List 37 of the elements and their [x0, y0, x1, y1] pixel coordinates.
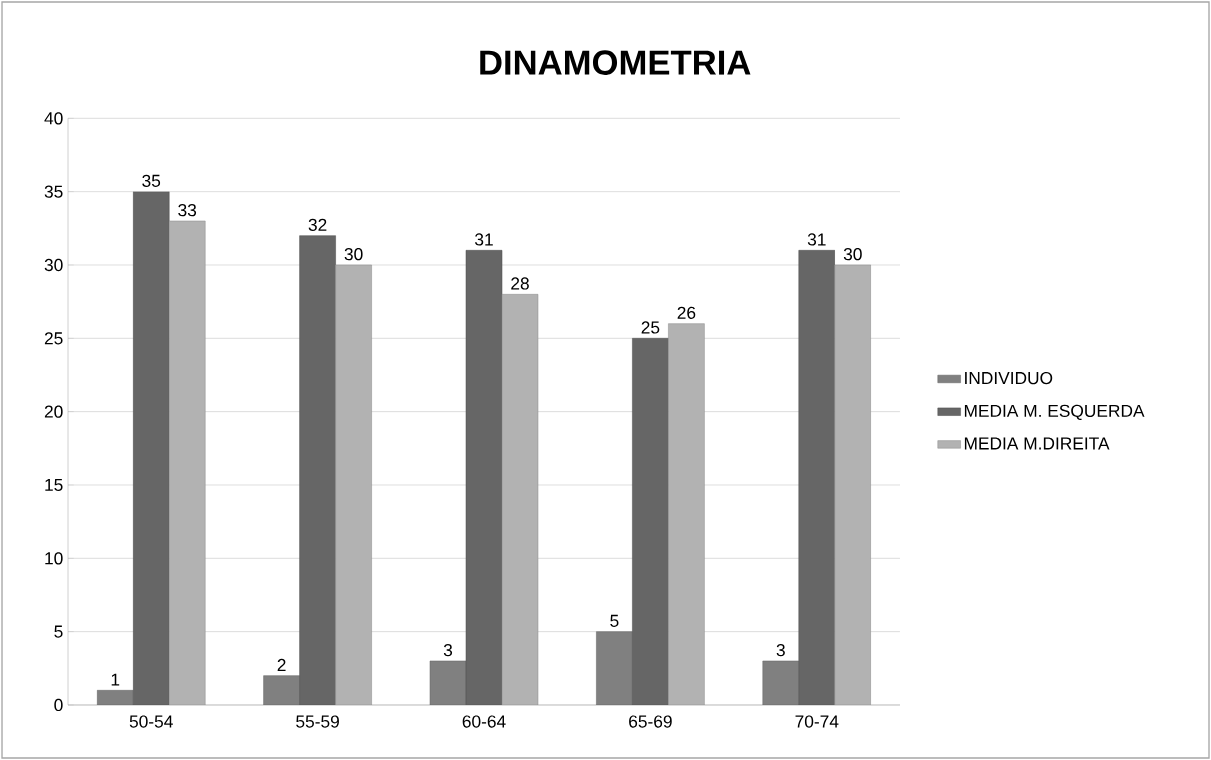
y-tick-label: 30	[44, 258, 63, 272]
x-tick-label: 55-59	[296, 715, 339, 728]
bar	[429, 660, 467, 705]
y-tick-label: 25	[44, 332, 63, 345]
y-tick-label: 40	[44, 112, 63, 125]
legend-label: INDIVIDUO	[965, 371, 1053, 385]
bar	[762, 660, 800, 705]
data-label: 31	[475, 233, 493, 246]
y-tick-label: 0	[54, 698, 63, 712]
data-label: 30	[843, 248, 862, 261]
data-label: 33	[178, 204, 197, 217]
x-tick-label: 65-69	[629, 715, 672, 728]
data-label: 26	[677, 306, 696, 319]
bar	[596, 631, 633, 705]
y-tick-label: 15	[45, 478, 63, 492]
data-label: 30	[344, 248, 363, 261]
legend-label: MEDIA M. ESQUERDA	[964, 404, 1145, 421]
x-tick-label: 70-74	[795, 715, 839, 728]
bar	[263, 675, 300, 705]
x-tick-label: 60-64	[462, 715, 506, 728]
data-label: 25	[641, 321, 660, 334]
data-label: 35	[142, 174, 161, 187]
data-label: 5	[610, 614, 619, 627]
y-tick-label: 5	[54, 625, 63, 638]
data-label: 1	[111, 673, 120, 686]
y-tick-label: 10	[45, 552, 63, 565]
data-label: 3	[443, 644, 453, 657]
data-label: 28	[511, 277, 529, 290]
y-tick-label: 35	[44, 185, 63, 198]
y-tick-label: 20	[44, 405, 63, 418]
chart-title: DINAMOMETRIA	[480, 50, 751, 75]
data-label: 31	[807, 233, 826, 246]
x-tick-label: 50-54	[129, 715, 173, 728]
data-label: 3	[776, 644, 785, 657]
legend-label: MEDIA M.DIREITA	[964, 437, 1110, 450]
data-label: 2	[277, 658, 286, 671]
data-label: 32	[308, 218, 327, 231]
